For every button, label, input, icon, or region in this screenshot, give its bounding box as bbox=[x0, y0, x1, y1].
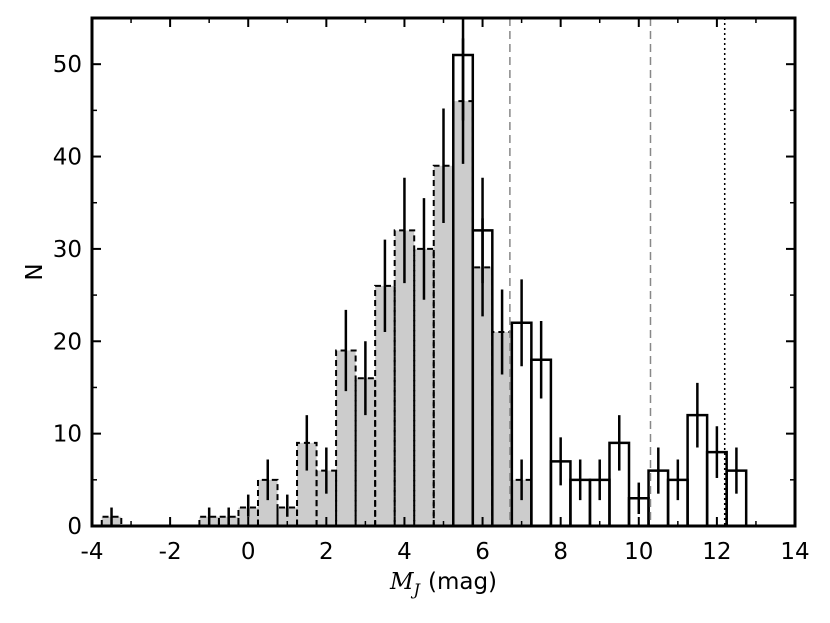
y-tick-label: 50 bbox=[53, 52, 82, 78]
gray-bar bbox=[394, 230, 415, 526]
gray-bar-outline bbox=[100, 515, 123, 526]
gray-bar bbox=[414, 248, 434, 526]
gray-bar bbox=[511, 479, 532, 526]
x-tick-label: 2 bbox=[319, 539, 334, 565]
x-axis-label: MJ (mag) bbox=[389, 569, 497, 599]
y-axis-label: N bbox=[22, 263, 48, 280]
x-tick-label: 0 bbox=[241, 539, 256, 565]
x-tick-label: 10 bbox=[624, 539, 653, 565]
reference-lines-layer bbox=[509, 18, 726, 526]
x-tick-label: 6 bbox=[475, 539, 490, 565]
y-tick-label: 20 bbox=[53, 329, 82, 355]
y-tick-label: 0 bbox=[67, 514, 82, 540]
y-tick-label: 40 bbox=[53, 145, 82, 171]
plot-frame bbox=[90, 16, 797, 528]
y-tick-label: 10 bbox=[53, 422, 82, 448]
gray-bar bbox=[433, 165, 454, 527]
x-tick-label: 14 bbox=[780, 539, 809, 565]
x-tick-label: 12 bbox=[702, 539, 731, 565]
x-axis-label-subscript: J bbox=[411, 580, 422, 599]
gray-bar bbox=[238, 507, 258, 526]
gray-bar bbox=[297, 442, 317, 526]
x-tick-label: 8 bbox=[553, 539, 568, 565]
y-tick-label: 30 bbox=[53, 237, 82, 263]
x-tick-label: -4 bbox=[81, 539, 104, 565]
gray-bar bbox=[453, 101, 473, 527]
x-tick-label: 4 bbox=[397, 539, 412, 565]
gray-bar bbox=[336, 350, 356, 526]
gray-bar-outline bbox=[432, 164, 455, 526]
gray-bar-outline bbox=[374, 284, 396, 526]
gray-bar-outline bbox=[413, 247, 435, 526]
gray-bar bbox=[472, 267, 493, 526]
x-axis-label-symbol: M bbox=[389, 569, 415, 595]
gray-bar bbox=[355, 378, 376, 526]
gray-bar bbox=[257, 479, 278, 526]
gray-bar bbox=[277, 507, 298, 526]
gray-bar bbox=[492, 332, 512, 526]
x-tick-label: -2 bbox=[159, 539, 182, 565]
gray-bar bbox=[375, 285, 395, 526]
gray-bar bbox=[316, 470, 337, 526]
x-axis-label-unit: (mag) bbox=[428, 569, 497, 595]
